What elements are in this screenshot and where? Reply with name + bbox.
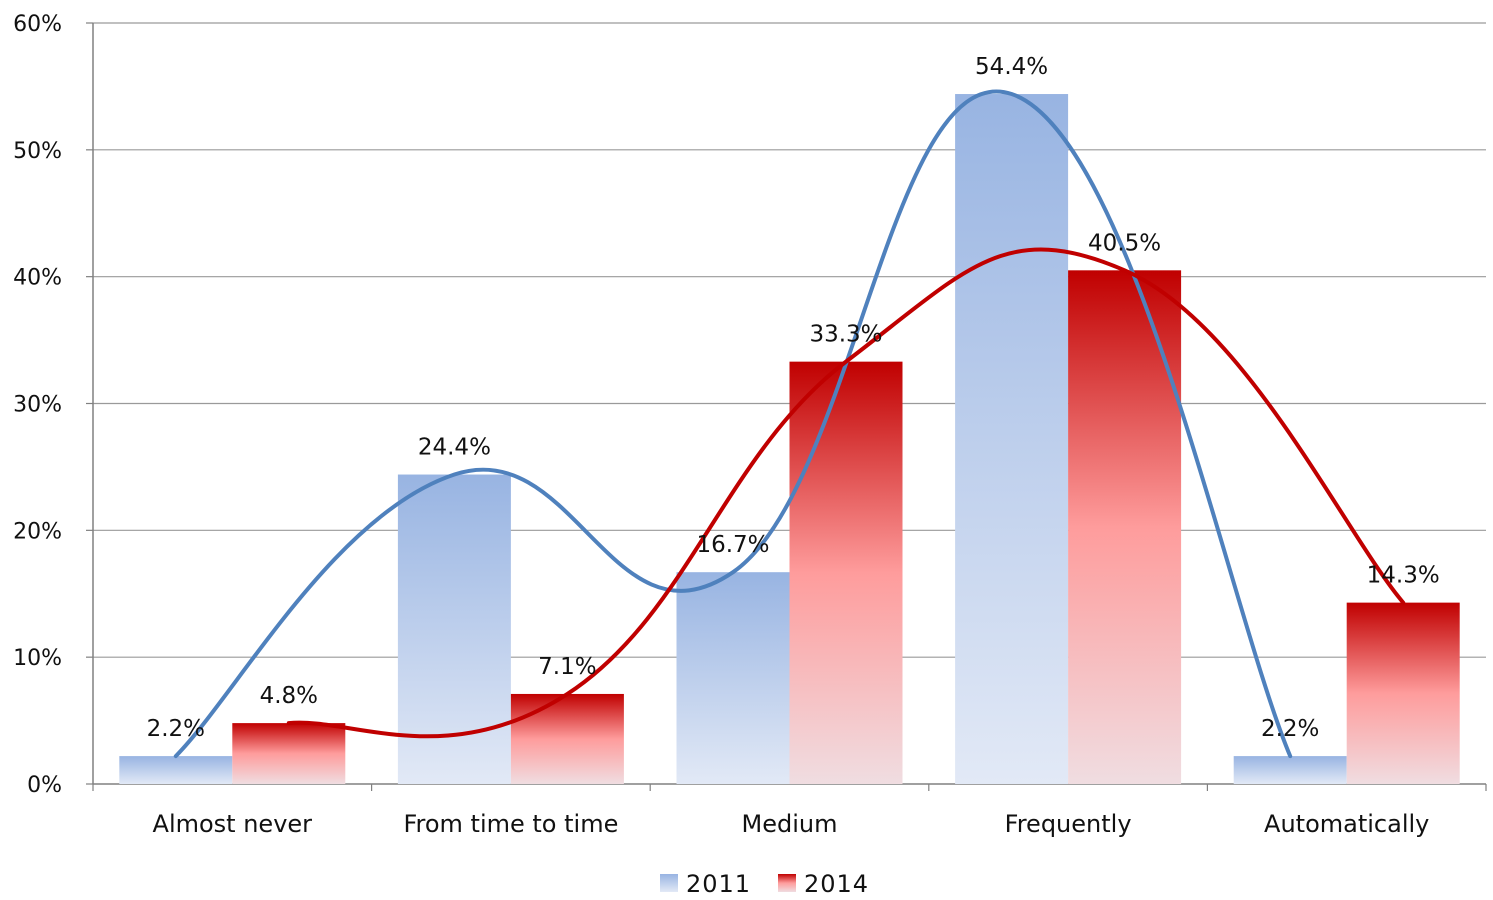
data-label-2011-5: 2.2% — [1261, 716, 1319, 742]
y-tick-label: 40% — [13, 266, 62, 291]
legend-label-2014: 2014 — [804, 870, 869, 898]
legend-label-2011: 2011 — [686, 870, 751, 898]
x-category-label: From time to time — [403, 810, 618, 838]
bar-2011-1 — [119, 756, 233, 784]
data-label-2011-1: 2.2% — [147, 716, 205, 742]
data-label-2014-5: 14.3% — [1367, 563, 1440, 589]
y-tick-label: 20% — [13, 519, 62, 544]
y-tick-label: 60% — [13, 12, 62, 37]
data-label-2011-2: 24.4% — [418, 435, 491, 461]
data-label-2014-1: 4.8% — [260, 683, 318, 709]
bar-2011-3 — [676, 572, 790, 784]
bar-2014-3 — [789, 361, 903, 784]
bar-2011-4 — [955, 94, 1069, 784]
data-label-2014-4: 40.5% — [1088, 230, 1161, 256]
trend-line-2011 — [173, 89, 1293, 759]
data-label-2014-2: 7.1% — [538, 654, 596, 680]
data-labels: 2.2% 4.8% 24.4% 7.1% 16.7% 33.3% 54.4% 40.5% 2.2… — [147, 54, 1440, 742]
trend-line-2014 — [286, 247, 1406, 739]
bar-2014-1 — [232, 723, 346, 784]
x-category-label: Medium — [742, 810, 838, 838]
y-tick-label: 50% — [13, 139, 62, 164]
x-category-label: Almost never — [153, 810, 313, 838]
y-axis-ticks: 0% 10% 20% 30% 40% 50% 60% — [13, 12, 93, 798]
legend-swatch-2011 — [660, 874, 678, 892]
data-label-2014-3: 33.3% — [809, 322, 882, 348]
trend-lines — [173, 89, 1406, 759]
x-category-label: Automatically — [1264, 810, 1429, 838]
y-tick-label: 30% — [13, 393, 62, 418]
data-label-2011-4: 54.4% — [975, 54, 1048, 80]
x-axis-categories: Almost never From time to time Medium Frequ… — [153, 810, 1430, 838]
bar-2011-2 — [397, 474, 511, 784]
bar-2014-5 — [1346, 602, 1460, 784]
y-tick-label: 0% — [27, 773, 62, 798]
y-tick-label: 10% — [13, 646, 62, 671]
bar-2014-2 — [510, 693, 624, 784]
legend: 2011 2014 — [660, 870, 869, 898]
bar-2011-5 — [1233, 756, 1347, 784]
bars — [119, 94, 1460, 784]
x-category-label: Frequently — [1005, 810, 1132, 838]
legend-swatch-2014 — [778, 874, 796, 892]
bar-2014-4 — [1068, 270, 1182, 784]
data-label-2011-3: 16.7% — [696, 532, 769, 558]
